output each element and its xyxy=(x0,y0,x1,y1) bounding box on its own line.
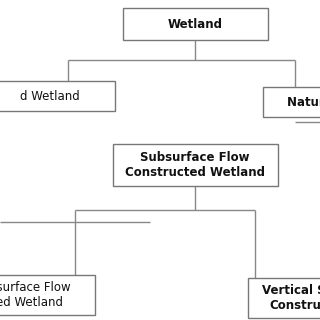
FancyBboxPatch shape xyxy=(113,144,277,186)
Text: Vertical Subsu
Constructoo: Vertical Subsu Constructoo xyxy=(262,284,320,312)
FancyBboxPatch shape xyxy=(123,8,268,40)
FancyBboxPatch shape xyxy=(0,275,95,315)
FancyBboxPatch shape xyxy=(0,81,115,111)
Text: Natural W: Natural W xyxy=(287,95,320,108)
Text: Wetland: Wetland xyxy=(167,18,222,30)
FancyBboxPatch shape xyxy=(247,278,320,318)
Text: Subsurface Flow
Constructed Wetland: Subsurface Flow Constructed Wetland xyxy=(125,151,265,179)
Text: bsurface Flow
ed Wetland: bsurface Flow ed Wetland xyxy=(0,281,71,309)
FancyBboxPatch shape xyxy=(262,87,320,117)
Text: d Wetland: d Wetland xyxy=(20,90,80,102)
